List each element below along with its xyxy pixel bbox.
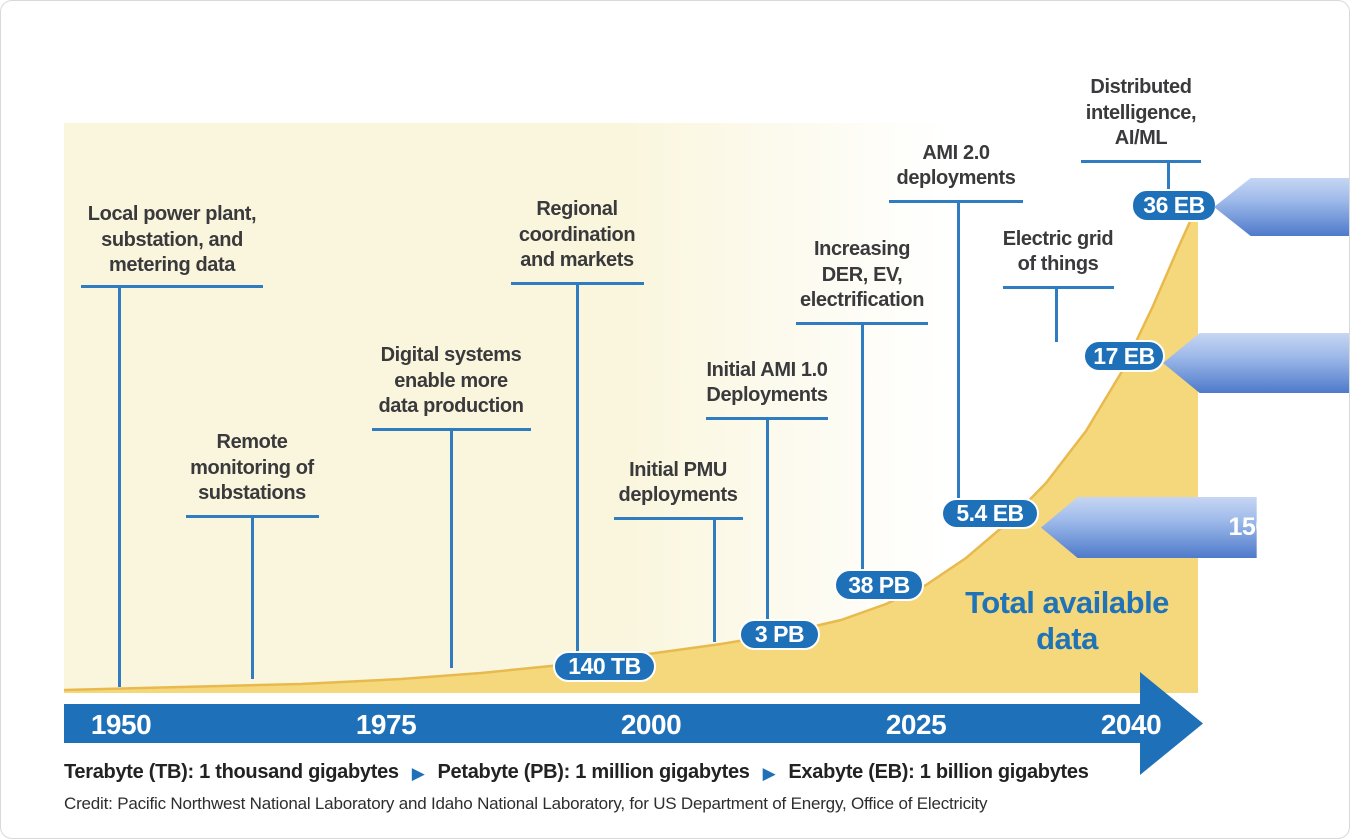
data-badge: 5.4 EB xyxy=(941,498,1039,529)
event-stem xyxy=(957,202,960,500)
event-label: Local power plant, substation, and meter… xyxy=(87,203,257,277)
data-badge: 17 EB xyxy=(1083,340,1165,372)
data-badge: 140 TB xyxy=(553,651,656,682)
event-label: Electric grid of things xyxy=(1002,227,1114,276)
event-label: Digital systems enable more data product… xyxy=(378,344,524,418)
data-badge: 36 EB xyxy=(1131,189,1217,222)
year-label: 1950 xyxy=(90,709,152,740)
event-stem xyxy=(766,419,769,621)
legend-item: Petabyte (PB): 1 million gigabytes xyxy=(437,761,750,783)
event-stem xyxy=(713,519,716,642)
event-label: Distributed intelligence, AI/ML xyxy=(1085,76,1197,150)
event-underline xyxy=(81,285,263,288)
event-underline xyxy=(614,517,743,520)
event-stem xyxy=(450,430,453,668)
multiplier-arrow: 150X xyxy=(1041,497,1257,558)
credit-line: Credit: Pacific Northwest National Labor… xyxy=(64,794,988,813)
timeline-bar xyxy=(64,704,1141,743)
event-stem xyxy=(861,324,864,571)
data-badge: 3 PB xyxy=(739,619,820,650)
event-stem xyxy=(1167,162,1170,191)
legend-separator-icon: ▶ xyxy=(762,764,776,783)
event-label: AMI 2.0 deployments xyxy=(896,141,1016,190)
event-underline xyxy=(889,200,1023,203)
event-underline xyxy=(706,417,828,420)
event-label: Regional coordination and markets xyxy=(518,198,636,272)
event-stem xyxy=(576,284,579,653)
event-underline xyxy=(1003,286,1114,289)
year-label: 1975 xyxy=(355,709,417,740)
event-label: Initial AMI 1.0 Deployments xyxy=(706,358,828,407)
data-badge: 38 PB xyxy=(834,569,924,601)
event-underline xyxy=(511,282,644,285)
event-stem xyxy=(118,288,121,687)
event-stem xyxy=(1055,288,1058,342)
event-underline xyxy=(186,515,319,518)
total-available-data-label: Total available data xyxy=(965,585,1169,656)
year-label: 2040 xyxy=(1100,709,1162,740)
multiplier-arrow: 500X xyxy=(1163,333,1349,393)
year-label: 2025 xyxy=(885,709,947,740)
legend-separator-icon: ▶ xyxy=(411,764,425,783)
event-underline xyxy=(796,322,928,325)
multiplier-label: 150X xyxy=(1228,513,1285,541)
event-underline xyxy=(1081,160,1201,163)
event-stem xyxy=(251,517,254,679)
legend-item: Exabyte (EB): 1 billion gigabytes xyxy=(788,761,1089,783)
multiplier-arrow: 1000X xyxy=(1214,178,1349,236)
event-label: Remote monitoring of substations xyxy=(190,431,314,505)
event-label: Initial PMU deployments xyxy=(618,458,738,507)
year-label: 2000 xyxy=(620,709,682,740)
event-label: Increasing DER, EV, electrification xyxy=(799,238,925,312)
legend: Terabyte (TB): 1 thousand gigabytes ▶ Pe… xyxy=(64,761,1089,784)
legend-item: Terabyte (TB): 1 thousand gigabytes xyxy=(64,761,399,783)
event-underline xyxy=(372,428,531,431)
